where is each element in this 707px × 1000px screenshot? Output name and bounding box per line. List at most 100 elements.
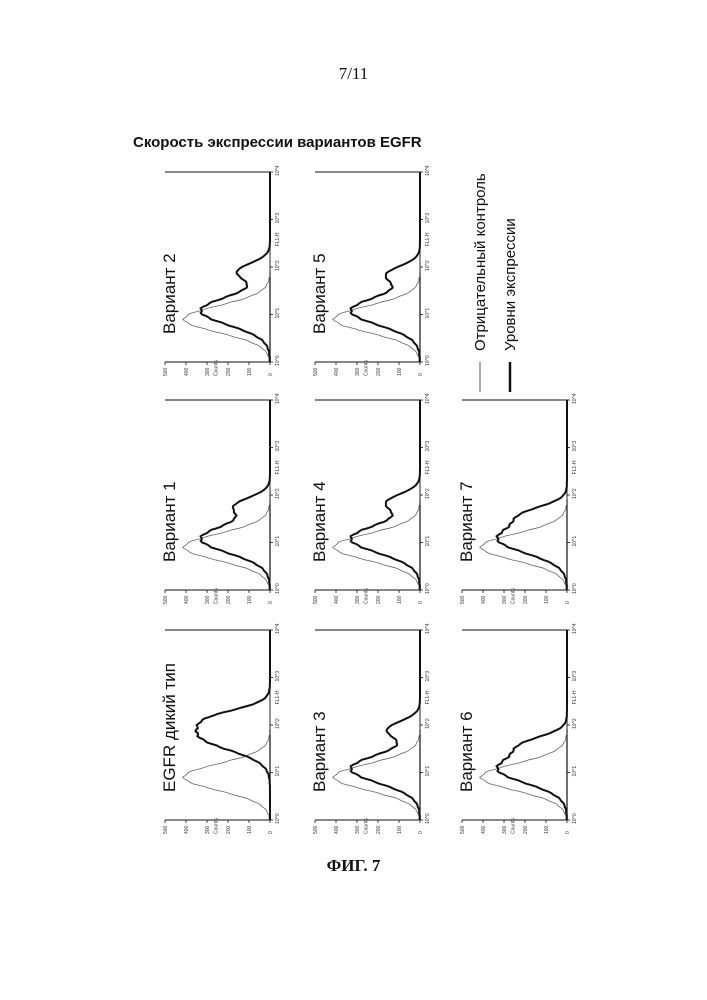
fl1-tick-label: 10^1 [275,308,281,319]
fl1-axis-title: FL1-H [275,690,281,704]
count-tick-label: 200 [376,595,382,604]
count-tick-label: 100 [397,825,403,834]
counts-axis-title: Counts [214,818,220,834]
count-tick-label: 100 [247,367,253,376]
fl1-tick-label: 10^3 [275,671,281,682]
count-tick-label: 100 [544,825,550,834]
counts-axis-title: Counts [511,818,517,834]
count-tick-label: 400 [184,825,190,834]
count-tick-label: 500 [163,367,169,376]
expression-curve [351,630,420,820]
count-tick-label: 0 [565,831,571,834]
count-tick-label: 300 [355,595,361,604]
fl1-tick-label: 10^4 [425,165,431,176]
fl1-tick-label: 10^3 [572,441,578,452]
expression-curve [497,400,567,590]
count-tick-label: 300 [502,595,508,604]
panel-label: Вариант 4 [310,481,329,562]
fl1-tick-label: 10^2 [425,718,431,729]
count-tick-label: 200 [226,367,232,376]
fl1-tick-label: 10^0 [275,813,281,824]
fl1-tick-label: 10^3 [425,213,431,224]
fl1-tick-label: 10^3 [425,441,431,452]
count-tick-label: 300 [355,367,361,376]
count-tick-label: 100 [247,595,253,604]
panel-label: Вариант 2 [160,253,179,334]
count-tick-label: 100 [544,595,550,604]
fl1-tick-label: 10^3 [425,671,431,682]
histogram-figure: 10^0 10^1 10^2 10^3 10^4 0 100 200 300 400 500 FL1-… [0,0,707,1000]
count-tick-label: 400 [184,595,190,604]
panel-label: Вариант 7 [457,481,476,562]
fl1-tick-label: 10^0 [275,355,281,366]
expression-curve [201,400,270,590]
panel-label: Вариант 3 [310,711,329,792]
fl1-tick-label: 10^4 [275,623,281,634]
count-tick-label: 100 [247,825,253,834]
fl1-tick-label: 10^3 [572,671,578,682]
fl1-tick-label: 10^1 [572,536,578,547]
counts-axis-title: Counts [364,588,370,604]
expression-curve [201,172,270,362]
fl1-tick-label: 10^1 [572,766,578,777]
count-tick-label: 100 [397,367,403,376]
fl1-tick-label: 10^1 [425,308,431,319]
legend: Отрицательный контроль Уровни экспрессии [472,173,519,392]
count-tick-label: 500 [460,825,466,834]
negative-control-curve [480,630,567,820]
counts-axis-title: Counts [364,818,370,834]
count-tick-label: 400 [334,595,340,604]
fl1-tick-label: 10^4 [425,393,431,404]
panel-label: Вариант 1 [160,481,179,562]
count-tick-label: 0 [268,831,274,834]
count-tick-label: 300 [205,595,211,604]
fl1-axis-title: FL1-H [275,460,281,474]
fl1-axis-title: FL1-H [572,460,578,474]
fl1-tick-label: 10^3 [275,441,281,452]
figure-caption: ФИГ. 7 [0,856,707,876]
fl1-tick-label: 10^4 [275,165,281,176]
panel-label: Вариант 6 [457,711,476,792]
count-tick-label: 200 [226,595,232,604]
fl1-tick-label: 10^2 [425,488,431,499]
count-tick-label: 300 [502,825,508,834]
fl1-tick-label: 10^0 [572,583,578,594]
fl1-tick-label: 10^4 [572,623,578,634]
expression-curve [351,400,420,590]
fl1-tick-label: 10^0 [425,813,431,824]
fl1-tick-label: 10^0 [425,355,431,366]
count-tick-label: 500 [460,595,466,604]
fl1-axis-title: FL1-H [425,690,431,704]
count-tick-label: 200 [226,825,232,834]
count-tick-label: 300 [205,825,211,834]
count-tick-label: 0 [418,373,424,376]
count-tick-label: 300 [355,825,361,834]
count-tick-label: 500 [163,595,169,604]
count-tick-label: 500 [313,595,319,604]
count-tick-label: 200 [376,367,382,376]
fl1-tick-label: 10^0 [275,583,281,594]
count-tick-label: 0 [268,601,274,604]
legend-label-negative: Отрицательный контроль [472,173,489,351]
fl1-tick-label: 10^1 [425,536,431,547]
negative-control-curve [333,400,420,590]
counts-axis-title: Counts [214,360,220,376]
fl1-tick-label: 10^1 [425,766,431,777]
fl1-tick-label: 10^3 [275,213,281,224]
count-tick-label: 400 [184,367,190,376]
count-tick-label: 0 [565,601,571,604]
expression-curve [196,630,271,820]
count-tick-label: 500 [313,825,319,834]
fl1-tick-label: 10^1 [275,536,281,547]
negative-control-curve [480,400,567,590]
fl1-tick-label: 10^4 [572,393,578,404]
count-tick-label: 0 [418,831,424,834]
count-tick-label: 0 [268,373,274,376]
panel-label: Вариант 5 [310,253,329,334]
fl1-axis-title: FL1-H [425,460,431,474]
count-tick-label: 400 [481,595,487,604]
count-tick-label: 200 [523,825,529,834]
counts-axis-title: Counts [214,588,220,604]
fl1-tick-label: 10^0 [425,583,431,594]
fl1-tick-label: 10^0 [572,813,578,824]
